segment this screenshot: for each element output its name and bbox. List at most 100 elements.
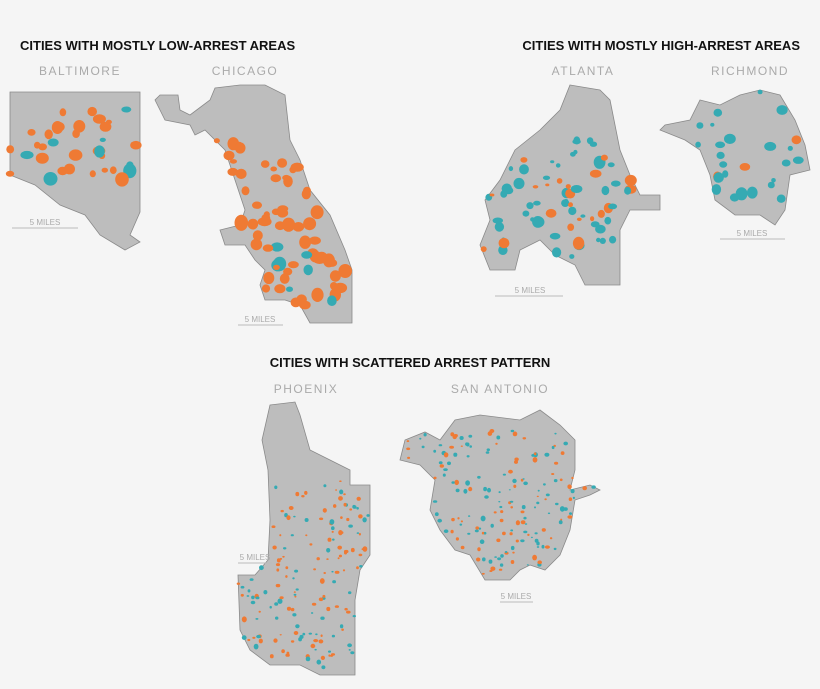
arrest-area	[337, 545, 343, 550]
arrest-area	[530, 536, 533, 539]
arrest-area	[51, 121, 64, 134]
arrest-area	[292, 613, 297, 617]
arrest-area	[247, 638, 251, 642]
scale-label: 5 MILES	[737, 229, 768, 238]
arrest-area	[343, 493, 346, 496]
arrest-area	[283, 547, 287, 550]
arrest-area	[241, 616, 247, 623]
arrest-area	[484, 495, 489, 499]
arrest-area	[348, 591, 352, 595]
arrest-area	[57, 166, 68, 176]
arrest-area	[476, 557, 481, 562]
arrest-area	[532, 185, 539, 189]
arrest-area	[316, 659, 322, 665]
arrest-area	[259, 565, 264, 571]
arrest-area	[292, 222, 305, 232]
arrest-area	[520, 478, 524, 482]
arrest-area	[536, 501, 540, 505]
arrest-area	[488, 559, 493, 564]
arrest-area	[739, 163, 751, 171]
arrest-area	[536, 546, 540, 548]
arrest-area	[496, 435, 501, 440]
arrest-area	[468, 486, 473, 492]
arrest-area	[350, 547, 355, 553]
arrest-area	[339, 480, 342, 483]
arrest-area	[544, 452, 550, 457]
arrest-area	[502, 473, 506, 476]
arrest-area	[449, 445, 454, 449]
arrest-area	[460, 445, 463, 447]
arrest-area	[322, 594, 326, 598]
arrest-area	[282, 555, 285, 558]
arrest-area	[327, 537, 332, 542]
arrest-area	[483, 486, 487, 492]
arrest-area	[532, 216, 544, 228]
arrest-area	[482, 557, 486, 562]
arrest-area	[293, 631, 299, 635]
arrest-area	[599, 162, 604, 166]
arrest-area	[520, 539, 525, 543]
arrest-area	[313, 256, 326, 264]
arrest-area	[296, 294, 307, 305]
arrest-area	[512, 551, 515, 554]
arrest-area	[509, 532, 513, 536]
arrest-area	[747, 186, 758, 199]
arrest-area	[447, 461, 451, 466]
arrest-area	[332, 580, 336, 584]
arrest-area	[247, 589, 251, 593]
arrest-area	[308, 632, 312, 635]
arrest-area	[520, 157, 528, 163]
arrest-area	[563, 507, 568, 511]
arrest-area	[322, 508, 327, 513]
arrest-area	[500, 190, 508, 198]
arrest-area	[568, 497, 573, 502]
arrest-area	[695, 141, 701, 148]
arrest-area	[531, 454, 536, 457]
arrest-area	[235, 168, 247, 179]
arrest-area	[459, 523, 463, 526]
arrest-area	[130, 140, 142, 150]
arrest-area	[44, 129, 53, 140]
arrest-area	[569, 254, 575, 259]
arrest-area	[465, 480, 470, 486]
arrest-area	[320, 634, 323, 637]
arrest-area	[519, 164, 529, 175]
arrest-area	[465, 442, 469, 446]
arrest-area	[262, 244, 274, 252]
arrest-area	[275, 563, 281, 567]
arrest-area	[433, 476, 437, 480]
arrest-area	[109, 166, 117, 174]
arrest-area	[499, 563, 504, 567]
arrest-area	[469, 445, 473, 448]
arrest-area	[460, 520, 463, 523]
scale-bar: 5 MILES	[495, 286, 563, 297]
scale-bar: 5 MILES	[500, 592, 533, 603]
arrest-area	[510, 560, 515, 564]
arrest-area	[252, 201, 262, 209]
city-map	[5, 91, 142, 251]
arrest-area	[494, 222, 505, 232]
arrest-area	[356, 507, 359, 510]
arrest-area	[101, 167, 109, 173]
city-map	[479, 84, 661, 286]
arrest-area	[438, 461, 443, 465]
arrest-area	[572, 496, 576, 499]
arrest-area	[481, 531, 485, 535]
arrest-area	[601, 185, 610, 196]
arrest-area	[568, 202, 573, 208]
scale-label: 5 MILES	[515, 286, 546, 295]
arrest-area	[527, 533, 530, 537]
arrest-area	[591, 485, 596, 489]
arrest-area	[455, 488, 460, 493]
maps	[5, 84, 811, 676]
arrest-area	[20, 150, 34, 160]
arrest-area	[314, 648, 317, 651]
arrest-area	[279, 534, 282, 537]
arrest-area	[89, 170, 96, 178]
arrest-area	[348, 649, 351, 651]
arrest-area	[492, 217, 503, 224]
arrest-area	[5, 170, 15, 177]
arrest-area	[543, 483, 546, 486]
arrest-area	[406, 447, 411, 451]
arrest-area	[329, 519, 335, 525]
